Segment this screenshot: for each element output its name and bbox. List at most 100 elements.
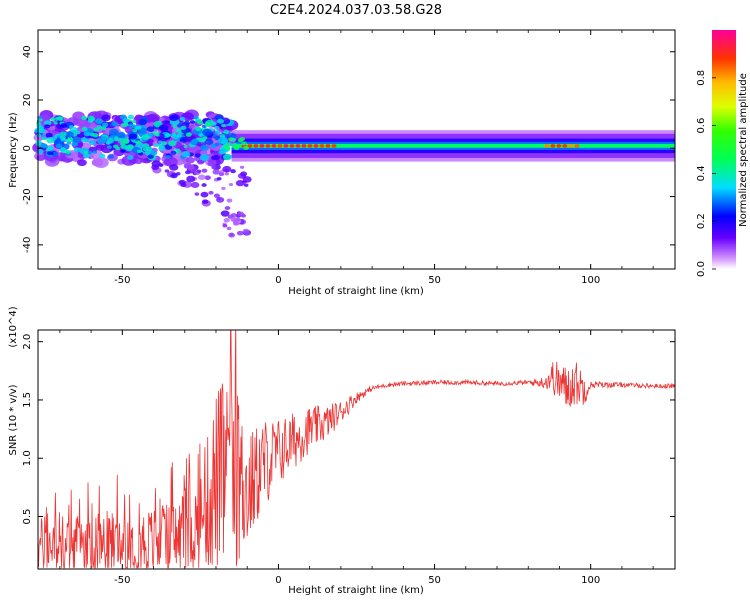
- heatmap-spot: [134, 158, 143, 165]
- x-tick-label: -50: [114, 575, 130, 586]
- heatmap-spot: [147, 132, 154, 137]
- heatmap-spot: [120, 149, 126, 154]
- heatmap-spot: [201, 199, 209, 204]
- heatmap-spot: [325, 144, 331, 148]
- heatmap-spot: [85, 132, 91, 137]
- heatmap-spot: [195, 126, 202, 131]
- y-tick-label: -20: [22, 188, 33, 204]
- y-tick-label: 1.0: [22, 450, 33, 466]
- y-tick-label: 0: [22, 145, 33, 151]
- heatmap-spot: [556, 144, 562, 148]
- snr-ticks: -50 0 50 100 0.5 1.0 1.5 2.0: [22, 330, 675, 586]
- heatmap-spot: [132, 128, 138, 133]
- heatmap-spot: [241, 141, 247, 146]
- heatmap-spot: [220, 210, 230, 217]
- heatmap-spot: [158, 124, 169, 132]
- heatmap-spot: [235, 143, 242, 148]
- heatmap-spot: [128, 133, 138, 140]
- heatmap-spot: [243, 230, 251, 236]
- heatmap-spot: [131, 119, 137, 124]
- heatmap-spot: [240, 171, 248, 177]
- heatmap-spot: [111, 121, 119, 127]
- heatmap-spot: [93, 157, 109, 169]
- heatmap-spot: [44, 124, 51, 129]
- heatmap-spot: [92, 150, 98, 154]
- heatmap-spot: [164, 169, 170, 173]
- heatmap-spot: [120, 144, 128, 150]
- heatmap-spot: [202, 136, 208, 140]
- heatmap-spot: [192, 138, 199, 144]
- x-tick-label: 0: [275, 575, 281, 586]
- heatmap-spot: [66, 141, 72, 145]
- heatmap-spot: [319, 144, 325, 148]
- heatmap-spot: [200, 139, 205, 143]
- heatmap-spot: [301, 144, 307, 148]
- heatmap-spot: [93, 127, 100, 132]
- heatmap-spot: [36, 121, 42, 126]
- heatmap-spot: [214, 142, 220, 147]
- heatmap-spot: [122, 118, 129, 123]
- heatmap-spot: [169, 114, 179, 122]
- heatmap-spot: [169, 164, 179, 171]
- heatmap-spot: [226, 198, 233, 203]
- heatmap-spot: [37, 118, 43, 122]
- heatmap-spot: [574, 144, 580, 148]
- heatmap-spot: [81, 126, 88, 131]
- colorbar-label: Normalized spectral amplitude: [738, 73, 749, 227]
- heatmap-spot: [108, 154, 115, 159]
- heatmap-spot: [185, 132, 192, 137]
- heatmap-spot: [146, 126, 155, 133]
- heatmap-spot: [44, 120, 52, 126]
- heatmap-spot: [147, 154, 154, 159]
- heatmap-spot: [183, 120, 190, 126]
- chart-title: C2E4.2024.037.03.58.G28: [270, 3, 442, 18]
- spectrogram-frame: [37, 29, 676, 270]
- heatmap-spot: [216, 196, 225, 203]
- heatmap-spot: [214, 125, 220, 130]
- heatmap-spot: [242, 176, 252, 183]
- heatmap-spot: [568, 144, 574, 148]
- x-tick-label: 100: [581, 275, 600, 286]
- heatmap-spot: [218, 171, 225, 177]
- heatmap-spot: [171, 132, 177, 137]
- heatmap-spot: [57, 116, 64, 121]
- heatmap-spot: [88, 140, 96, 146]
- heatmap-spot: [50, 117, 56, 121]
- colorbar-gradient: [712, 30, 736, 269]
- heatmap-spot: [271, 144, 277, 148]
- heatmap-band: [231, 143, 676, 148]
- heatmap-spot: [155, 133, 160, 137]
- heatmap-spot: [92, 133, 99, 138]
- heatmap-spot: [211, 121, 217, 126]
- heatmap-spot: [283, 144, 289, 148]
- heatmap-spot: [153, 143, 159, 147]
- heatmap-spot: [150, 150, 158, 156]
- heatmap-spot: [211, 165, 216, 169]
- heatmap-spot: [207, 159, 217, 167]
- heatmap-spot: [116, 132, 126, 139]
- heatmap-spot: [243, 183, 249, 187]
- heatmap-spot: [223, 218, 230, 223]
- heatmap-spot: [199, 154, 210, 162]
- heatmap-spot: [185, 156, 195, 164]
- spectrogram-heatmap: [32, 109, 676, 238]
- heatmap-spot: [138, 119, 148, 126]
- heatmap-spot: [307, 144, 313, 148]
- heatmap-spot: [186, 164, 195, 170]
- heatmap-spot: [221, 123, 226, 128]
- heatmap-spot: [277, 144, 283, 148]
- heatmap-spot: [214, 130, 221, 135]
- heatmap-spot: [211, 155, 218, 160]
- snr-frame: [37, 329, 676, 570]
- heatmap-spot: [200, 145, 209, 152]
- heatmap-spot: [87, 118, 94, 123]
- x-tick-label: 0: [275, 275, 281, 286]
- snr-xlabel: Height of straight line (km): [288, 585, 424, 596]
- heatmap-spot: [95, 118, 104, 125]
- heatmap-spot: [151, 164, 159, 170]
- heatmap-spot: [228, 232, 235, 238]
- heatmap-spot: [126, 144, 134, 150]
- heatmap-spot: [60, 123, 68, 128]
- heatmap-spot: [194, 192, 200, 196]
